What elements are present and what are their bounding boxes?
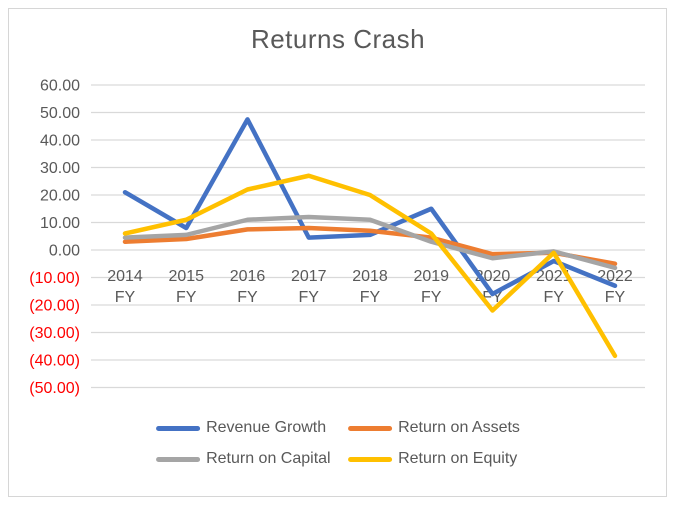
chart-title: Returns Crash [250, 24, 426, 54]
x-axis-label: 2015 FY [168, 268, 204, 306]
y-axis-label: 0.00 [49, 243, 80, 260]
legend-swatch-return-on-equity-icon [348, 456, 393, 462]
y-axis-label: 60.00 [40, 78, 80, 95]
x-axis-label: 2017 FY [291, 268, 327, 306]
legend-label: Return on Capital [206, 450, 331, 467]
series-line-return-on-capital[interactable] [122, 214, 618, 271]
series-line-return-on-equity[interactable] [122, 173, 618, 359]
legend-item-return-on-capital[interactable]: Return on Capital [156, 450, 348, 468]
legend-item-revenue-growth[interactable]: Revenue Growth [156, 419, 348, 437]
legend-item-return-on-assets[interactable]: Return on Assets [348, 419, 520, 437]
chart-legend: Revenue Growth Return on Assets Return on … [156, 419, 520, 468]
x-axis-label: 2014 FY [107, 268, 143, 306]
y-axis-label: (30.00) [29, 325, 80, 342]
x-axis-label: 2019 FY [413, 268, 449, 306]
legend-label: Revenue Growth [206, 419, 327, 436]
y-axis-label: (50.00) [29, 380, 80, 397]
y-axis-label: 20.00 [40, 188, 80, 205]
y-axis-label: 50.00 [40, 105, 80, 122]
legend-swatch-revenue-growth-icon [156, 425, 201, 431]
x-axis-label: 2016 FY [230, 268, 266, 306]
y-axis-label: (20.00) [29, 298, 80, 315]
y-axis-label: (40.00) [29, 353, 80, 370]
legend-label: Return on Equity [398, 450, 518, 467]
legend-label: Return on Assets [398, 419, 520, 436]
y-axis-label: 30.00 [40, 160, 80, 177]
legend-swatch-return-on-assets-icon [348, 425, 393, 431]
y-axis-label: 10.00 [40, 215, 80, 232]
legend-swatch-return-on-capital-icon [156, 456, 201, 462]
x-axis-label: 2018 FY [352, 268, 388, 306]
legend-item-return-on-equity[interactable]: Return on Equity [348, 450, 520, 468]
y-axis-label: (10.00) [29, 270, 80, 287]
y-axis-label: 40.00 [40, 133, 80, 150]
